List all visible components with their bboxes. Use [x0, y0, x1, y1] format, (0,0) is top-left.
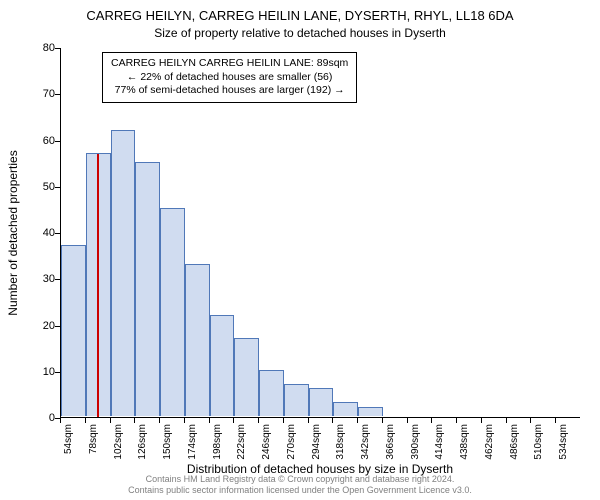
histogram-bar — [185, 264, 210, 416]
chart-title-main: CARREG HEILYN, CARREG HEILIN LANE, DYSER… — [0, 8, 600, 23]
x-tick-mark — [332, 418, 333, 423]
y-tick-label: 30 — [15, 273, 55, 285]
y-tick-mark — [55, 94, 60, 95]
y-tick-label: 50 — [15, 181, 55, 193]
x-tick-label: 318sqm — [335, 424, 346, 474]
x-tick-mark — [258, 418, 259, 423]
legend-line-1: CARREG HEILYN CARREG HEILIN LANE: 89sqm — [111, 57, 348, 71]
plot-area — [60, 48, 580, 418]
y-tick-label: 60 — [15, 135, 55, 147]
x-tick-label: 174sqm — [187, 424, 198, 474]
chart-container: CARREG HEILYN, CARREG HEILIN LANE, DYSER… — [0, 0, 600, 500]
y-tick-label: 20 — [15, 320, 55, 332]
x-tick-mark — [60, 418, 61, 423]
x-tick-label: 54sqm — [63, 424, 74, 474]
histogram-bar — [160, 208, 185, 416]
histogram-bar — [210, 315, 235, 416]
x-tick-label: 78sqm — [88, 424, 99, 474]
x-tick-label: 270sqm — [286, 424, 297, 474]
x-tick-mark — [159, 418, 160, 423]
y-tick-mark — [55, 233, 60, 234]
x-tick-mark — [530, 418, 531, 423]
x-tick-label: 294sqm — [311, 424, 322, 474]
footer-line-2: Contains public sector information licen… — [0, 485, 600, 496]
histogram-bar — [61, 245, 86, 416]
x-tick-mark — [456, 418, 457, 423]
x-tick-label: 414sqm — [434, 424, 445, 474]
y-tick-mark — [55, 48, 60, 49]
histogram-bar — [309, 388, 334, 416]
y-tick-mark — [55, 187, 60, 188]
legend-line-2: ← 22% of detached houses are smaller (56… — [111, 71, 348, 85]
x-tick-mark — [110, 418, 111, 423]
x-tick-label: 438sqm — [459, 424, 470, 474]
x-tick-mark — [382, 418, 383, 423]
x-tick-mark — [555, 418, 556, 423]
x-tick-mark — [283, 418, 284, 423]
x-tick-mark — [481, 418, 482, 423]
x-tick-label: 150sqm — [162, 424, 173, 474]
histogram-bar — [333, 402, 358, 416]
histogram-bar — [284, 384, 309, 416]
x-tick-label: 222sqm — [236, 424, 247, 474]
x-tick-label: 462sqm — [484, 424, 495, 474]
y-tick-label: 10 — [15, 366, 55, 378]
x-tick-label: 366sqm — [385, 424, 396, 474]
legend-box: CARREG HEILYN CARREG HEILIN LANE: 89sqm … — [102, 52, 357, 103]
x-tick-label: 102sqm — [113, 424, 124, 474]
histogram-bar — [234, 338, 259, 416]
reference-line — [97, 154, 99, 417]
x-tick-label: 390sqm — [410, 424, 421, 474]
x-tick-label: 486sqm — [509, 424, 520, 474]
legend-line-3: 77% of semi-detached houses are larger (… — [111, 84, 348, 98]
y-tick-label: 0 — [15, 412, 55, 424]
x-tick-mark — [506, 418, 507, 423]
x-tick-label: 246sqm — [261, 424, 272, 474]
y-tick-label: 70 — [15, 88, 55, 100]
x-tick-label: 126sqm — [137, 424, 148, 474]
x-tick-mark — [209, 418, 210, 423]
y-tick-label: 40 — [15, 227, 55, 239]
x-tick-label: 198sqm — [212, 424, 223, 474]
footer-line-1: Contains HM Land Registry data © Crown c… — [0, 474, 600, 485]
x-tick-mark — [308, 418, 309, 423]
x-tick-mark — [134, 418, 135, 423]
histogram-bar — [135, 162, 160, 416]
x-tick-mark — [431, 418, 432, 423]
y-tick-mark — [55, 326, 60, 327]
y-tick-mark — [55, 279, 60, 280]
x-tick-mark — [233, 418, 234, 423]
x-tick-label: 534sqm — [558, 424, 569, 474]
y-tick-mark — [55, 372, 60, 373]
y-tick-mark — [55, 141, 60, 142]
histogram-bar — [358, 407, 383, 416]
histogram-bar — [259, 370, 284, 416]
x-tick-mark — [407, 418, 408, 423]
x-tick-mark — [184, 418, 185, 423]
y-tick-label: 80 — [15, 42, 55, 54]
x-tick-label: 510sqm — [533, 424, 544, 474]
x-tick-label: 342sqm — [360, 424, 371, 474]
x-tick-mark — [357, 418, 358, 423]
x-tick-mark — [85, 418, 86, 423]
footer: Contains HM Land Registry data © Crown c… — [0, 474, 600, 496]
chart-title-sub: Size of property relative to detached ho… — [0, 26, 600, 40]
histogram-bar — [111, 130, 136, 416]
